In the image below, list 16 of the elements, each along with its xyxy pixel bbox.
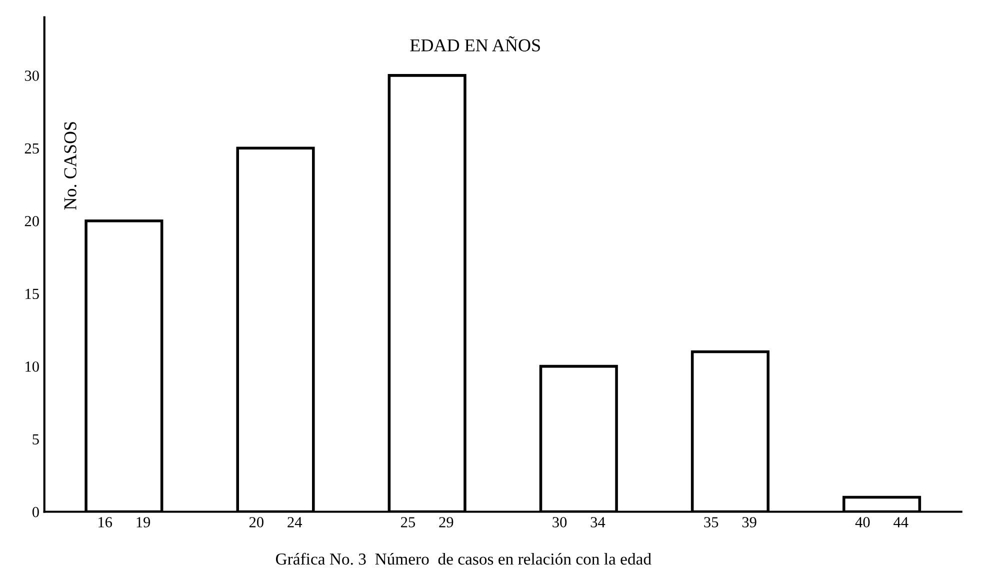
x-tick-label: 35 39 [704,517,756,528]
x-tick-label: 20 24 [249,517,302,528]
x-tick-label: 16 19 [98,517,150,528]
text: Gráfica No. 3 Número de casos en relación con la edad [276,552,652,565]
y-tick-label: 5 [32,434,39,444]
y-tick-label: 20 [24,216,39,226]
x-tick-label: 40 44 [855,517,908,528]
y-tick-label: 30 [24,70,39,81]
text: EDAD EN AÑOS [410,36,540,52]
x-tick-label: 25 29 [401,517,454,528]
y-tick-label: 15 [26,288,39,300]
y-tick-label: 25 [24,143,39,154]
y-tick-label: 0 [32,506,39,518]
x-tick-label: 30 34 [552,517,606,528]
y-axis-title: No. CASOS [64,122,76,210]
y-tick-label: 10 [26,361,39,372]
